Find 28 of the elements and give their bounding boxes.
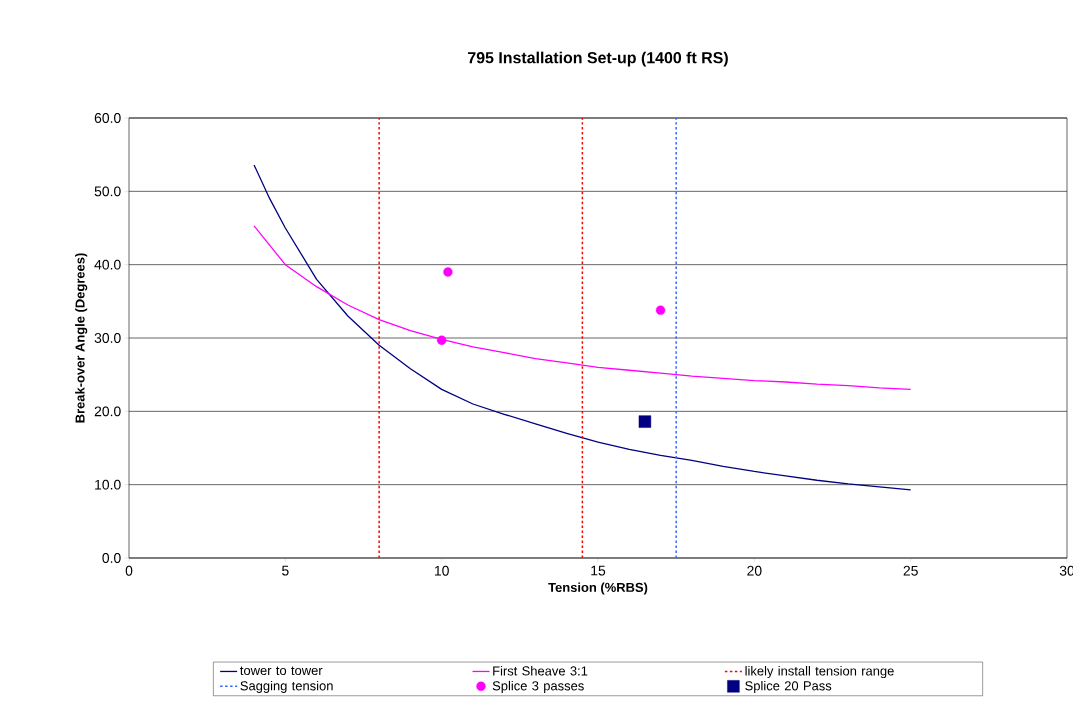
point (436, 335, 447, 345)
y-tick-label: 50.0 (94, 186, 121, 197)
legend-label: tower to tower (240, 666, 323, 676)
line-series (253, 225, 912, 390)
x-axis-title: Tension (%RBS) (548, 582, 648, 595)
line-series (253, 164, 912, 491)
x-tick-label: 15 (591, 565, 606, 576)
point (655, 305, 666, 315)
y-tick-label: 60.0 (94, 113, 121, 123)
y-tick-label: 30.0 (94, 333, 121, 343)
legend-label: Splice 20 Pass (745, 680, 832, 693)
legend-label: Splice 3 passes (492, 680, 584, 693)
y-axis-title: Break-over Angle (Degrees) (75, 253, 88, 423)
x-tick-label: 25 (903, 565, 918, 576)
y-tick-label: 0.0 (102, 553, 121, 563)
point (443, 267, 453, 277)
x-tick-label: 0 (125, 565, 133, 576)
x-tick-label: 5 (282, 565, 289, 576)
legend-label: First Sheave 3:1 (493, 666, 588, 676)
y-tick-label: 20.0 (94, 406, 121, 417)
x-tick-label: 10 (434, 565, 449, 576)
y-tick-label: 40.0 (94, 259, 121, 270)
chart-title: 795 Installation Set-up (1400 ft RS) (468, 51, 728, 67)
point (638, 415, 652, 428)
x-tick-label: 20 (747, 565, 762, 576)
legend-label: Sagging tension (240, 680, 333, 693)
y-tick-label: 10.0 (95, 479, 121, 490)
legend-label: likely install tension range (745, 666, 894, 679)
